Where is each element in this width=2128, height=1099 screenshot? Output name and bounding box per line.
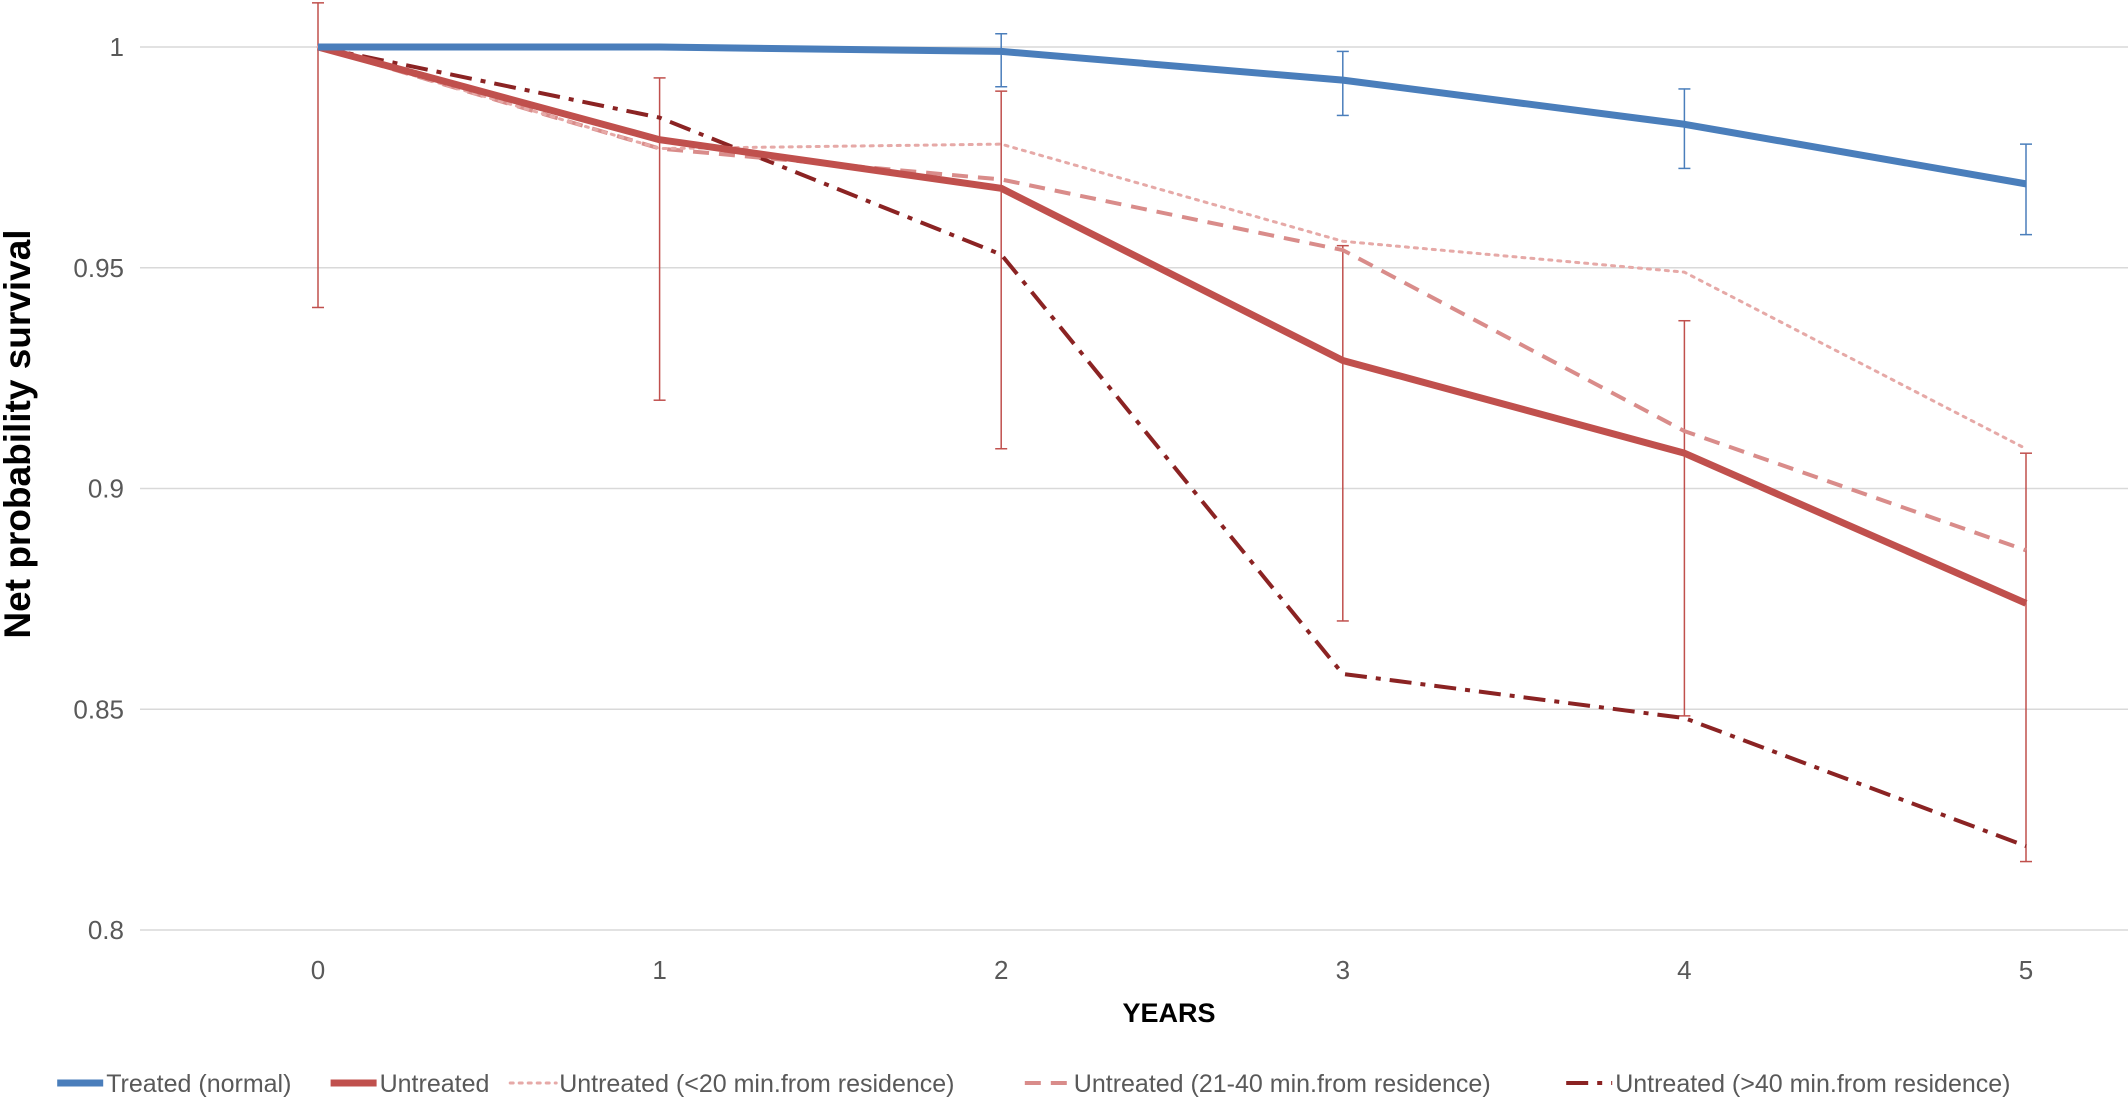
series-line xyxy=(316,45,2028,451)
legend-label: Treated (normal) xyxy=(106,1070,291,1098)
x-tick-label: 4 xyxy=(1677,955,1691,985)
x-axis-ticks: 0 1 2 3 4 5 xyxy=(311,955,2033,985)
series-lines xyxy=(316,43,2028,848)
legend: Treated (normal) Untreated Untreated (<20 … xyxy=(57,1070,2011,1098)
series-line xyxy=(317,45,2027,553)
series-line xyxy=(317,43,2028,607)
y-tick-label: 1 xyxy=(110,32,124,62)
legend-label: Untreated (>40 min.from residence) xyxy=(1615,1070,2010,1098)
gridlines xyxy=(140,46,2128,931)
x-axis-title: YEARS xyxy=(1122,998,1215,1028)
y-tick-label: 0.85 xyxy=(73,694,124,724)
legend-label: Untreated (21-40 min.from residence) xyxy=(1074,1070,1491,1098)
legend-label: Untreated (<20 min.from residence) xyxy=(559,1070,954,1098)
x-tick-label: 2 xyxy=(994,955,1008,985)
y-axis-title: Net probability survival xyxy=(0,229,38,638)
x-tick-label: 0 xyxy=(311,955,325,985)
series-line xyxy=(317,45,2027,848)
y-tick-label: 0.8 xyxy=(88,915,124,945)
y-axis-ticks: 0.8 0.85 0.9 0.95 1 xyxy=(73,32,124,945)
series-line xyxy=(318,43,2027,188)
y-tick-label: 0.95 xyxy=(73,253,124,283)
error-bars xyxy=(312,2,2032,863)
x-tick-label: 5 xyxy=(2019,955,2033,985)
x-tick-label: 1 xyxy=(652,955,666,985)
legend-label: Untreated xyxy=(380,1070,490,1098)
y-tick-label: 0.9 xyxy=(88,474,124,504)
x-tick-label: 3 xyxy=(1336,955,1350,985)
